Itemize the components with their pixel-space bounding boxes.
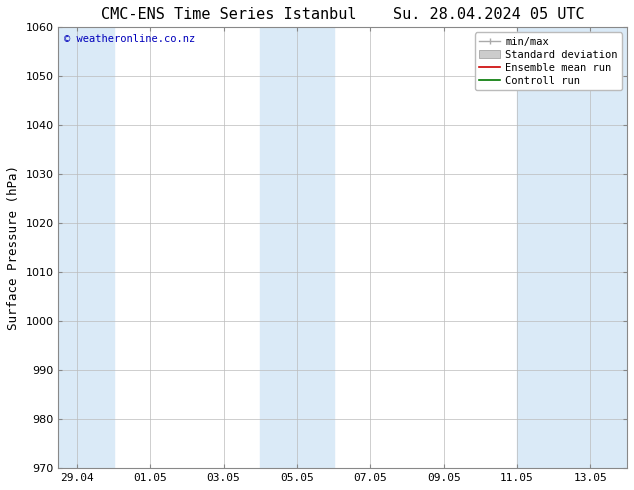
Bar: [260, 27, 333, 468]
Bar: [58, 27, 113, 468]
Legend: min/max, Standard deviation, Ensemble mean run, Controll run: min/max, Standard deviation, Ensemble me…: [475, 32, 622, 90]
Bar: [517, 27, 627, 468]
Text: © weatheronline.co.nz: © weatheronline.co.nz: [64, 34, 195, 44]
Title: CMC-ENS Time Series Istanbul    Su. 28.04.2024 05 UTC: CMC-ENS Time Series Istanbul Su. 28.04.2…: [101, 7, 585, 22]
Y-axis label: Surface Pressure (hPa): Surface Pressure (hPa): [7, 165, 20, 330]
